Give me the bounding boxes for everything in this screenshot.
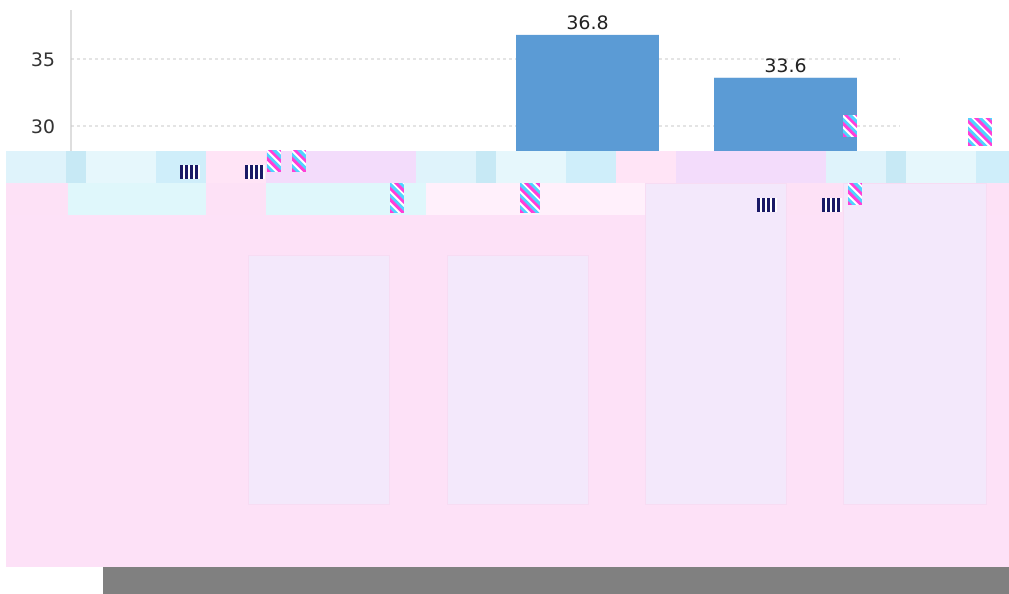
- artifact-noise: [390, 183, 404, 213]
- y-tick-label-30: 30: [31, 116, 55, 138]
- bar-chart: 35 30 36.8 33.6: [31, 10, 900, 151]
- artifact-noise: [292, 150, 306, 172]
- artifact-noise-dark: [757, 198, 777, 212]
- render-artifact-strip-lower: [6, 183, 1009, 215]
- ghost-bar-2: [447, 255, 589, 505]
- artifact-noise: [267, 150, 281, 172]
- artifact-noise: [848, 183, 862, 205]
- render-artifact-field: [6, 215, 1009, 567]
- bar-3: [516, 34, 659, 151]
- artifact-noise-dark: [245, 165, 265, 179]
- artifact-noise-dark: [822, 198, 842, 212]
- ghost-bar-4: [843, 183, 987, 505]
- ghost-bar-1: [248, 255, 390, 505]
- bar-4: [714, 77, 857, 151]
- footer-bar: [103, 567, 1009, 594]
- bar-4-value-label: 33.6: [764, 55, 806, 77]
- y-tick-label-35: 35: [31, 49, 55, 71]
- artifact-noise: [520, 183, 540, 213]
- render-artifact-strip: [6, 151, 1009, 183]
- ghost-bar-3: [645, 183, 787, 505]
- artifact-noise-dark: [180, 165, 200, 179]
- value-labels-group: 36.8 33.6: [566, 12, 806, 77]
- bars-group: [516, 34, 857, 151]
- bar-3-value-label: 36.8: [566, 12, 608, 34]
